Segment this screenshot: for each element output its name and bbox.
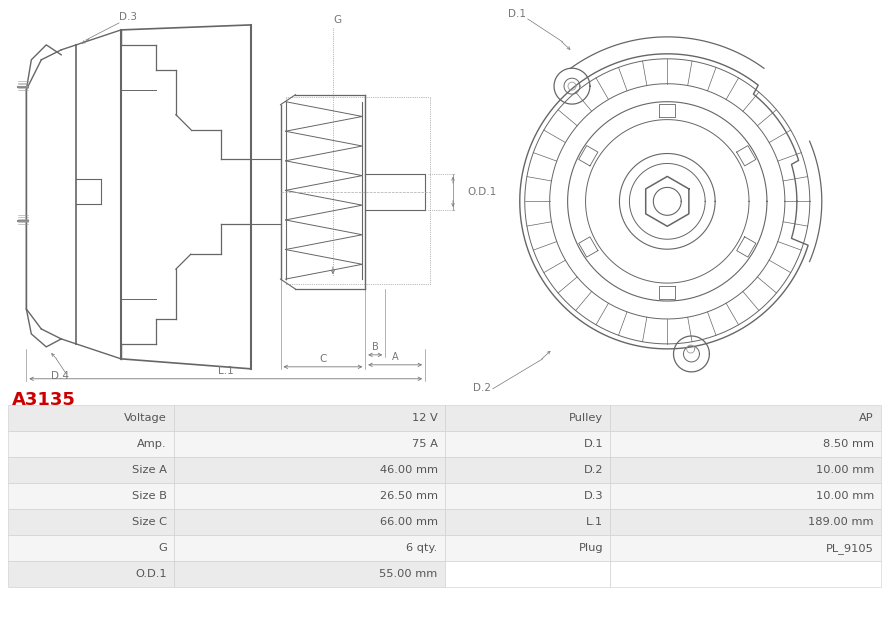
Text: PL_9105: PL_9105 xyxy=(826,543,874,553)
Text: Voltage: Voltage xyxy=(124,413,167,423)
Text: A3135: A3135 xyxy=(12,391,76,409)
Bar xyxy=(8,405,174,431)
Text: 12 V: 12 V xyxy=(412,413,437,423)
Text: 189.00 mm: 189.00 mm xyxy=(808,517,874,527)
Text: D.3: D.3 xyxy=(119,12,137,22)
Text: Pulley: Pulley xyxy=(569,413,604,423)
Bar xyxy=(174,535,444,561)
Text: 6 qty.: 6 qty. xyxy=(406,543,437,553)
Text: O.D.1: O.D.1 xyxy=(467,187,496,197)
Text: A: A xyxy=(392,352,398,362)
Bar xyxy=(611,431,881,457)
Bar xyxy=(174,431,444,457)
Bar xyxy=(8,535,174,561)
Bar xyxy=(174,483,444,509)
Text: 10.00 mm: 10.00 mm xyxy=(816,491,874,501)
Bar xyxy=(611,561,881,587)
Text: 8.50 mm: 8.50 mm xyxy=(823,439,874,449)
Text: O.D.1: O.D.1 xyxy=(135,569,167,579)
Text: B: B xyxy=(372,342,379,352)
Text: D.1: D.1 xyxy=(508,9,525,19)
Text: Amp.: Amp. xyxy=(137,439,167,449)
Text: D.2: D.2 xyxy=(584,465,604,475)
Text: G: G xyxy=(333,15,342,25)
Bar xyxy=(444,457,611,483)
Text: 75 A: 75 A xyxy=(412,439,437,449)
Text: Plug: Plug xyxy=(579,543,604,553)
Bar xyxy=(174,457,444,483)
Text: D.1: D.1 xyxy=(584,439,604,449)
Text: D.3: D.3 xyxy=(584,491,604,501)
Bar xyxy=(8,431,174,457)
Bar xyxy=(174,561,444,587)
Text: D.2: D.2 xyxy=(473,383,491,392)
Bar xyxy=(174,509,444,535)
Bar xyxy=(611,509,881,535)
Bar xyxy=(174,405,444,431)
Bar xyxy=(611,483,881,509)
Bar xyxy=(444,561,611,587)
Bar xyxy=(444,535,611,561)
Bar xyxy=(8,483,174,509)
Bar xyxy=(444,483,611,509)
Bar xyxy=(611,457,881,483)
Text: L.1: L.1 xyxy=(586,517,604,527)
Bar xyxy=(444,405,611,431)
Text: G: G xyxy=(158,543,167,553)
Bar xyxy=(611,535,881,561)
Text: 46.00 mm: 46.00 mm xyxy=(380,465,437,475)
Text: Size C: Size C xyxy=(132,517,167,527)
Bar xyxy=(444,431,611,457)
Text: AP: AP xyxy=(860,413,874,423)
Text: 10.00 mm: 10.00 mm xyxy=(816,465,874,475)
Bar xyxy=(8,457,174,483)
Text: C: C xyxy=(319,354,326,364)
Bar xyxy=(8,561,174,587)
Bar xyxy=(611,405,881,431)
Text: Size B: Size B xyxy=(132,491,167,501)
Text: 66.00 mm: 66.00 mm xyxy=(380,517,437,527)
Bar xyxy=(444,509,611,535)
Bar xyxy=(8,509,174,535)
Text: 26.50 mm: 26.50 mm xyxy=(380,491,437,501)
Text: Size A: Size A xyxy=(132,465,167,475)
Text: 55.00 mm: 55.00 mm xyxy=(380,569,437,579)
Text: L.1: L.1 xyxy=(218,366,234,376)
Text: D.4: D.4 xyxy=(52,371,69,381)
